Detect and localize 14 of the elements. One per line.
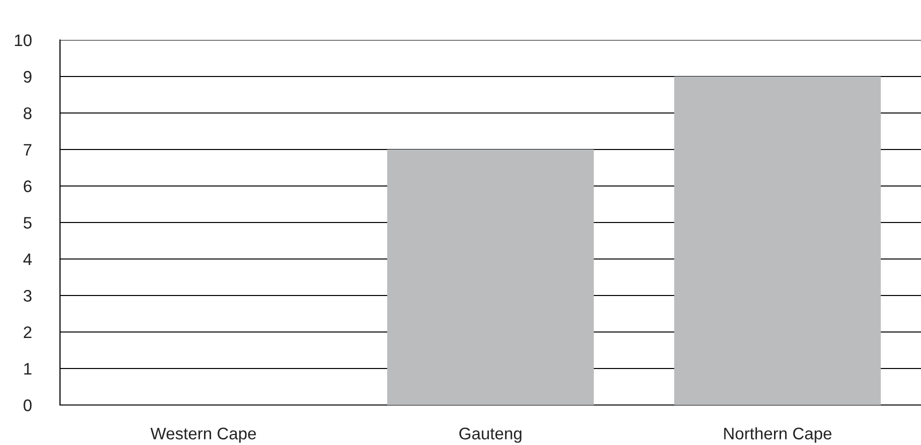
y-tick-label: 10: [14, 34, 32, 46]
y-tick-label: 1: [24, 363, 32, 375]
y-tick-label: 9: [24, 70, 32, 83]
x-tick-label: Northern Cape: [724, 427, 832, 443]
y-tick-label: 4: [23, 254, 32, 266]
y-tick-label: 2: [24, 326, 32, 338]
y-tick-label: 8: [24, 107, 32, 120]
y-tick-label: 0: [24, 399, 32, 412]
y-tick-label: 6: [24, 180, 32, 192]
x-tick-label: Western Cape: [150, 428, 256, 443]
y-tick-label: 3: [24, 290, 32, 302]
y-tick-label: 7: [24, 144, 32, 156]
y-tick-label: 5: [24, 217, 32, 229]
x-tick-label: Gauteng: [459, 428, 522, 443]
